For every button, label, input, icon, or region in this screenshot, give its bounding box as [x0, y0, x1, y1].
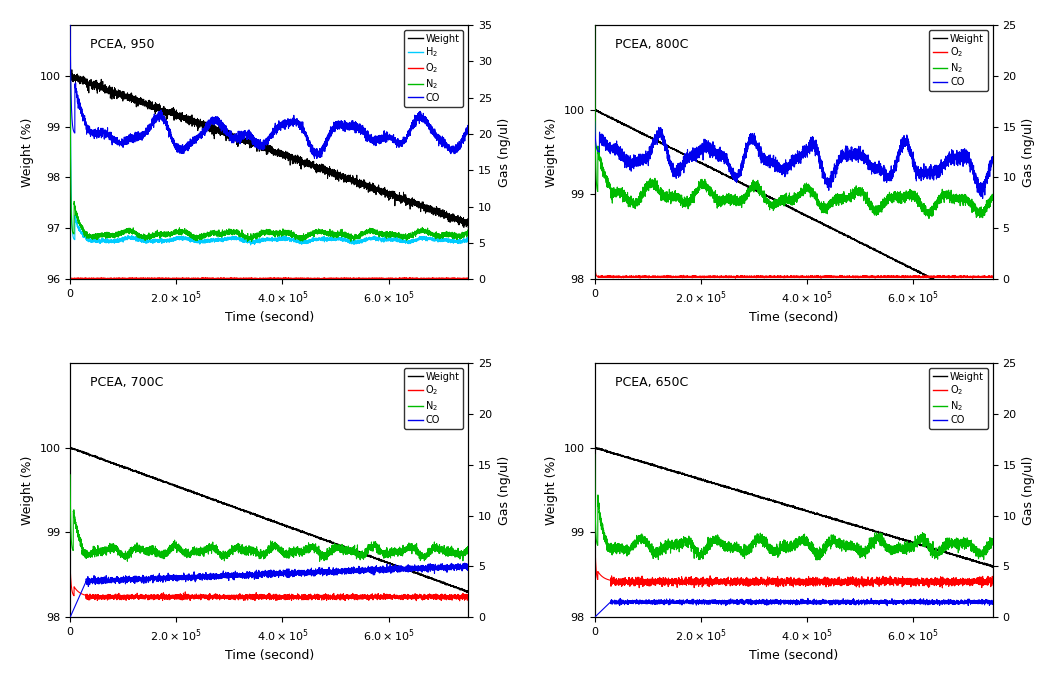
X-axis label: Time (second): Time (second) [225, 649, 314, 662]
Y-axis label: Weight (%): Weight (%) [21, 117, 34, 186]
X-axis label: Time (second): Time (second) [749, 311, 838, 324]
Y-axis label: Gas (ng/ul): Gas (ng/ul) [1022, 456, 1035, 525]
Legend: Weight, O$_2$, N$_2$, CO: Weight, O$_2$, N$_2$, CO [404, 367, 464, 429]
Legend: Weight, O$_2$, N$_2$, CO: Weight, O$_2$, N$_2$, CO [928, 29, 988, 91]
Text: PCEA, 700C: PCEA, 700C [90, 376, 164, 389]
Y-axis label: Weight (%): Weight (%) [21, 456, 34, 525]
X-axis label: Time (second): Time (second) [225, 311, 314, 324]
Text: PCEA, 650C: PCEA, 650C [615, 376, 687, 389]
Y-axis label: Gas (ng/ul): Gas (ng/ul) [1022, 117, 1035, 186]
Text: PCEA, 800C: PCEA, 800C [615, 38, 687, 51]
Y-axis label: Weight (%): Weight (%) [545, 456, 559, 525]
Legend: Weight, H$_2$, O$_2$, N$_2$, CO: Weight, H$_2$, O$_2$, N$_2$, CO [404, 29, 464, 107]
Y-axis label: Gas (ng/ul): Gas (ng/ul) [497, 117, 511, 186]
X-axis label: Time (second): Time (second) [749, 649, 838, 662]
Text: PCEA, 950: PCEA, 950 [90, 38, 154, 51]
Y-axis label: Gas (ng/ul): Gas (ng/ul) [497, 456, 511, 525]
Y-axis label: Weight (%): Weight (%) [545, 117, 559, 186]
Legend: Weight, O$_2$, N$_2$, CO: Weight, O$_2$, N$_2$, CO [928, 367, 988, 429]
